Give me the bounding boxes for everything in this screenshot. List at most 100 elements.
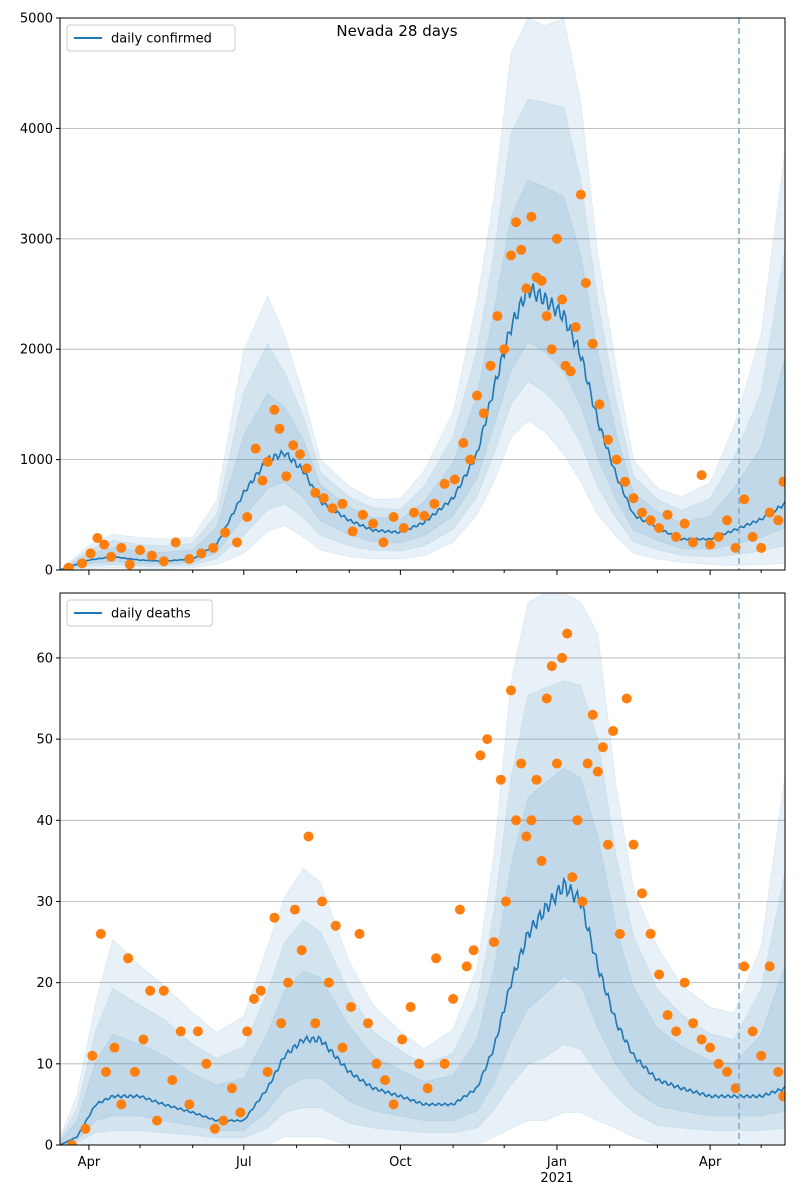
data-point bbox=[220, 527, 231, 538]
data-point bbox=[565, 366, 576, 377]
data-point bbox=[409, 507, 419, 518]
data-point bbox=[232, 537, 242, 548]
data-point bbox=[317, 896, 328, 907]
uncertainty-band-2 bbox=[60, 98, 785, 570]
data-point bbox=[572, 815, 583, 826]
data-point bbox=[158, 556, 169, 567]
data-point bbox=[521, 831, 532, 842]
data-point bbox=[129, 1066, 140, 1077]
data-point bbox=[242, 512, 253, 522]
data-point bbox=[778, 1091, 785, 1102]
data-point bbox=[620, 476, 630, 487]
y-tick-label: 30 bbox=[36, 895, 53, 910]
data-point bbox=[354, 928, 365, 939]
deaths-panel: 0 10 20 30 40 50 60 Apr Jul Oct Jan Apr 2021 daily de… bbox=[36, 592, 786, 1186]
uncertainty-band-3 bbox=[60, 179, 785, 570]
data-point bbox=[116, 1099, 127, 1110]
data-point bbox=[170, 537, 181, 548]
data-point bbox=[730, 1083, 741, 1094]
y-tick-label: 5000 bbox=[20, 12, 53, 27]
data-point bbox=[611, 454, 622, 465]
y-tick-label: 0 bbox=[45, 564, 53, 579]
data-point bbox=[398, 523, 409, 533]
data-point bbox=[551, 233, 562, 244]
data-point bbox=[628, 493, 639, 504]
data-point bbox=[603, 434, 613, 445]
data-point bbox=[516, 758, 527, 769]
data-point bbox=[536, 855, 547, 866]
data-point bbox=[454, 904, 465, 915]
data-point bbox=[184, 1099, 195, 1110]
data-point bbox=[249, 993, 259, 1004]
data-point bbox=[608, 726, 619, 736]
data-point bbox=[363, 1018, 373, 1029]
data-point bbox=[310, 487, 321, 498]
uncertainty-band-1 bbox=[60, 593, 785, 1145]
data-point bbox=[722, 1066, 733, 1077]
data-point bbox=[92, 533, 103, 543]
data-point bbox=[546, 661, 557, 672]
data-point bbox=[637, 507, 647, 518]
data-point bbox=[262, 456, 273, 467]
data-point bbox=[242, 1026, 253, 1037]
y-tick-label: 20 bbox=[36, 976, 53, 991]
data-point bbox=[756, 1050, 767, 1061]
data-point bbox=[570, 322, 581, 333]
data-point bbox=[705, 1042, 716, 1053]
data-point bbox=[526, 815, 537, 826]
confirmed-panel: 0 1000 2000 3000 4000 5000 daily confirmed bbox=[20, 12, 786, 579]
data-point bbox=[281, 471, 292, 482]
y-tick-label: 60 bbox=[36, 651, 53, 666]
data-point bbox=[739, 961, 750, 972]
data-point bbox=[492, 311, 503, 322]
plot-area bbox=[60, 593, 785, 1145]
data-point bbox=[145, 985, 156, 996]
data-point bbox=[167, 1075, 178, 1086]
data-point bbox=[439, 1058, 450, 1069]
data-point bbox=[152, 1115, 162, 1126]
uncertainty-band-3 bbox=[60, 767, 785, 1145]
data-point bbox=[414, 1058, 425, 1069]
uncertainty-band-1 bbox=[60, 18, 785, 570]
data-point bbox=[603, 839, 613, 850]
data-point bbox=[773, 1066, 784, 1077]
data-point bbox=[511, 217, 522, 228]
data-point bbox=[489, 937, 499, 948]
data-point bbox=[531, 774, 542, 785]
data-point bbox=[448, 993, 459, 1004]
axes-frame bbox=[59, 592, 786, 1146]
data-point bbox=[226, 1083, 237, 1094]
data-point bbox=[289, 904, 300, 915]
data-point bbox=[175, 1026, 186, 1037]
data-point bbox=[778, 476, 785, 487]
data-point bbox=[303, 831, 314, 842]
data-point bbox=[380, 1075, 391, 1086]
data-point bbox=[756, 542, 767, 553]
data-point bbox=[485, 360, 496, 371]
data-point bbox=[713, 1058, 724, 1069]
x-tick-label: Jan bbox=[546, 1155, 567, 1170]
data-point bbox=[506, 685, 516, 696]
data-point bbox=[99, 539, 110, 550]
data-point bbox=[283, 977, 294, 988]
data-point bbox=[696, 1034, 707, 1045]
data-point bbox=[739, 494, 750, 505]
data-point bbox=[208, 542, 219, 553]
data-point bbox=[495, 774, 506, 785]
data-point bbox=[662, 1010, 673, 1021]
data-point bbox=[614, 928, 625, 939]
x-year-label: 2021 bbox=[540, 1171, 573, 1186]
data-point bbox=[705, 539, 716, 550]
data-point bbox=[499, 344, 510, 355]
data-point bbox=[521, 283, 532, 294]
data-point bbox=[276, 1018, 287, 1029]
data-point bbox=[327, 503, 338, 514]
data-point bbox=[637, 888, 647, 899]
data-point bbox=[296, 945, 307, 956]
data-point bbox=[747, 1026, 758, 1037]
data-point bbox=[368, 518, 379, 529]
data-point bbox=[87, 1050, 98, 1061]
data-point bbox=[109, 1042, 120, 1053]
data-point bbox=[201, 1058, 212, 1069]
data-point bbox=[654, 523, 665, 533]
